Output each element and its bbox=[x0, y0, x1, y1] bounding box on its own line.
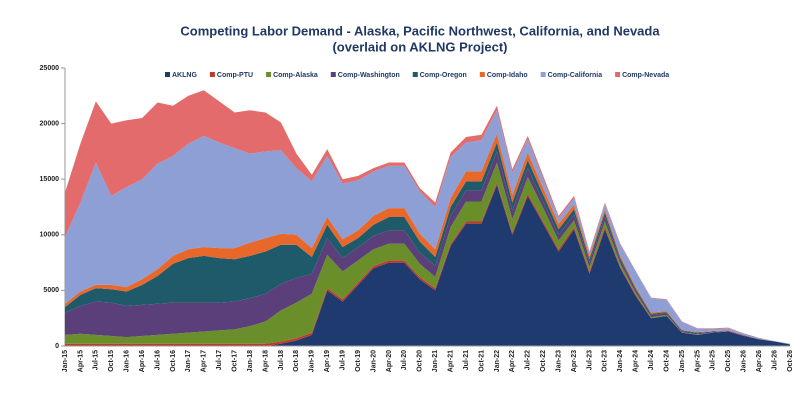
x-tick-label: Jul-25 bbox=[710, 350, 717, 370]
legend-label: AKLNG bbox=[172, 72, 197, 79]
y-tick-label: 15000 bbox=[40, 176, 60, 183]
x-tick-label: Jul-15 bbox=[93, 350, 100, 370]
x-tick-label: Jan-15 bbox=[62, 350, 69, 372]
x-tick-label: Jul-16 bbox=[154, 350, 161, 370]
x-tick-label: Apr-21 bbox=[447, 350, 454, 372]
x-tick-label: Apr-19 bbox=[324, 350, 331, 372]
x-tick-label: Apr-15 bbox=[77, 350, 84, 372]
x-tick-label: Jul-18 bbox=[278, 350, 285, 370]
legend-label: Comp-Washington bbox=[338, 72, 400, 79]
x-tick-label: Apr-24 bbox=[633, 350, 640, 372]
x-tick-label: Jul-17 bbox=[216, 350, 223, 370]
x-tick-label: Oct-17 bbox=[232, 350, 239, 372]
legend-label: Comp-Idaho bbox=[487, 72, 528, 79]
area bbox=[65, 110, 790, 345]
x-tick-label: Jan-19 bbox=[309, 350, 316, 372]
x-tick-label: Jul-22 bbox=[525, 350, 532, 370]
legend-swatch bbox=[479, 72, 485, 77]
legend-label: Comp-Alaska bbox=[273, 72, 318, 79]
x-tick-label: Oct-26 bbox=[787, 350, 794, 372]
x-tick-label: Jan-16 bbox=[124, 350, 131, 372]
legend-swatch bbox=[266, 72, 272, 77]
x-tick-label: Jan-24 bbox=[617, 350, 624, 372]
x-tick-label: Oct-18 bbox=[293, 350, 300, 372]
x-tick-label: Oct-19 bbox=[355, 350, 362, 372]
x-tick-label: Jul-26 bbox=[771, 350, 778, 370]
x-tick-label: Oct-23 bbox=[602, 350, 609, 372]
y-tick-label: 20000 bbox=[40, 120, 60, 127]
x-tick-label: Jan-18 bbox=[247, 350, 254, 372]
x-tick-label: Jan-23 bbox=[555, 350, 562, 372]
x-tick-label: Oct-21 bbox=[478, 350, 485, 372]
legend-swatch bbox=[540, 72, 546, 77]
legend-swatch bbox=[412, 72, 418, 77]
x-tick-label: Jan-17 bbox=[185, 350, 192, 372]
x-tick-label: Oct-20 bbox=[417, 350, 424, 372]
x-tick-label: Oct-16 bbox=[170, 350, 177, 372]
x-tick-label: Jan-22 bbox=[494, 350, 501, 372]
chart-title: Competing Labor Demand - Alaska, Pacific… bbox=[180, 23, 660, 38]
x-tick-label: Oct-22 bbox=[540, 350, 547, 372]
area bbox=[65, 142, 790, 345]
y-tick-label: 25000 bbox=[40, 65, 60, 72]
chart-subtitle: (overlaid on AKLNG Project) bbox=[332, 39, 507, 54]
y-tick-label: 10000 bbox=[40, 232, 60, 239]
x-tick-label: Oct-25 bbox=[725, 350, 732, 372]
legend-swatch bbox=[209, 72, 215, 77]
legend-swatch bbox=[165, 72, 170, 77]
x-tick-label: Jul-20 bbox=[401, 350, 408, 370]
legend-swatch bbox=[330, 72, 336, 77]
x-tick-label: Apr-22 bbox=[509, 350, 516, 372]
x-tick-label: Jan-25 bbox=[679, 350, 686, 372]
x-tick-label: Apr-17 bbox=[201, 350, 208, 372]
x-tick-label: Jan-21 bbox=[432, 350, 439, 372]
x-tick-label: Apr-18 bbox=[262, 350, 269, 372]
x-tick-label: Jul-23 bbox=[586, 350, 593, 370]
legend-label: Comp-PTU bbox=[217, 72, 253, 79]
x-tick-label: Jul-24 bbox=[648, 350, 655, 370]
x-tick-label: Apr-25 bbox=[694, 350, 701, 372]
area bbox=[65, 184, 790, 346]
x-tick-label: Jul-21 bbox=[463, 350, 470, 370]
legend-label: Comp-California bbox=[548, 72, 603, 79]
y-tick-label: 5000 bbox=[43, 287, 59, 294]
x-tick-label: Jan-20 bbox=[370, 350, 377, 372]
x-tick-label: Jan-26 bbox=[741, 350, 748, 372]
x-tick-label: Oct-24 bbox=[663, 350, 670, 372]
x-tick-label: Oct-15 bbox=[108, 350, 115, 372]
legend-swatch bbox=[615, 72, 621, 77]
area bbox=[65, 151, 790, 345]
x-tick-label: Apr-20 bbox=[386, 350, 393, 372]
legend-label: Comp-Oregon bbox=[420, 72, 467, 79]
x-tick-label: Apr-26 bbox=[756, 350, 763, 372]
x-tick-label: Jul-19 bbox=[340, 350, 347, 370]
x-tick-label: Apr-16 bbox=[139, 350, 146, 372]
x-tick-label: Apr-23 bbox=[571, 350, 578, 372]
legend-label: Comp-Nevada bbox=[622, 72, 669, 79]
y-tick-label: 0 bbox=[55, 343, 59, 350]
